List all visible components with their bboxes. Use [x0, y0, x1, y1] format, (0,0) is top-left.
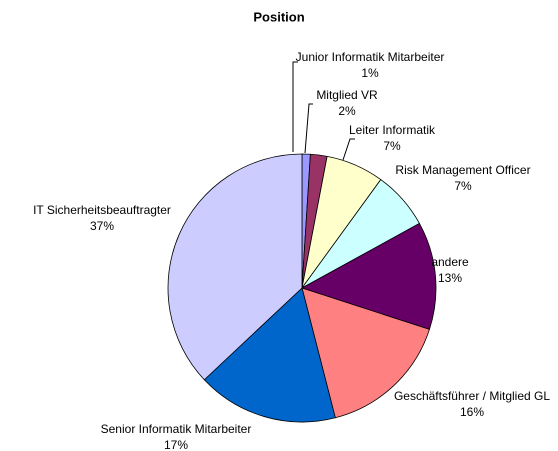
leader-line — [304, 103, 313, 154]
slice-value-label: 1% — [361, 66, 379, 80]
slice-label: Geschäftsführer / Mitglied GL — [394, 389, 550, 403]
slice-value-label: 16% — [460, 405, 484, 419]
pie-slice — [203, 287, 336, 423]
pie-slice — [300, 222, 437, 330]
pie-slice — [301, 287, 430, 419]
slice-value-label: 2% — [338, 104, 356, 118]
slice-label: Mitglied VR — [316, 88, 378, 102]
leader-line — [342, 138, 355, 161]
chart-title: Position — [253, 9, 304, 24]
leader-line — [292, 61, 298, 152]
pie-slice — [167, 153, 303, 381]
slice-label: Junior Informatik Mitarbeiter — [296, 50, 445, 64]
slice-value-label: 17% — [164, 438, 188, 451]
slice-value-label: 13% — [438, 271, 462, 285]
slice-label: Leiter Informatik — [349, 123, 436, 137]
slice-label: Senior Informatik Mitarbeiter — [101, 422, 252, 436]
slice-value-label: 7% — [383, 139, 401, 153]
slice-label: andere — [431, 255, 469, 269]
slice-value-label: 7% — [454, 179, 472, 193]
slice-label: IT Sicherheitsbeauftragter — [33, 203, 171, 217]
slice-value-label: 37% — [90, 219, 114, 233]
slice-label: Risk Management Officer — [395, 163, 530, 177]
